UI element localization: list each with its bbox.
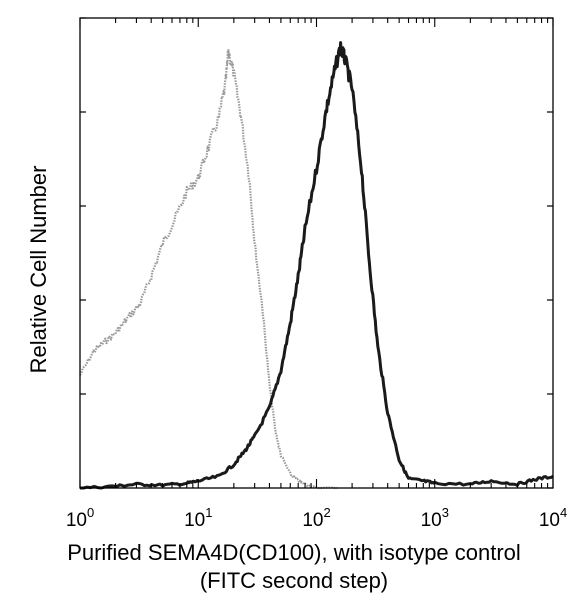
plot-frame (79, 17, 554, 489)
x-tick-label: 100 (66, 505, 94, 531)
x-tick-label: 102 (302, 505, 330, 531)
x-ticks-group (79, 18, 554, 488)
y-ticks-group (80, 17, 553, 489)
x-tick-label: 101 (184, 505, 212, 531)
x-axis-title: Purified SEMA4D(CD100), with isotype con… (67, 540, 521, 565)
x-tick-label: 103 (421, 505, 449, 531)
y-axis-title: Relative Cell Number (26, 166, 51, 374)
series-line-isotype-control-gray (79, 49, 338, 490)
x-axis-subtitle: (FITC second step) (200, 568, 388, 593)
x-tick-labels-group: 100 101 102 103 104 (66, 505, 567, 531)
series-group (79, 41, 554, 490)
series-line-SEMA4D-black (80, 41, 554, 490)
x-tick-label: 104 (539, 505, 567, 531)
